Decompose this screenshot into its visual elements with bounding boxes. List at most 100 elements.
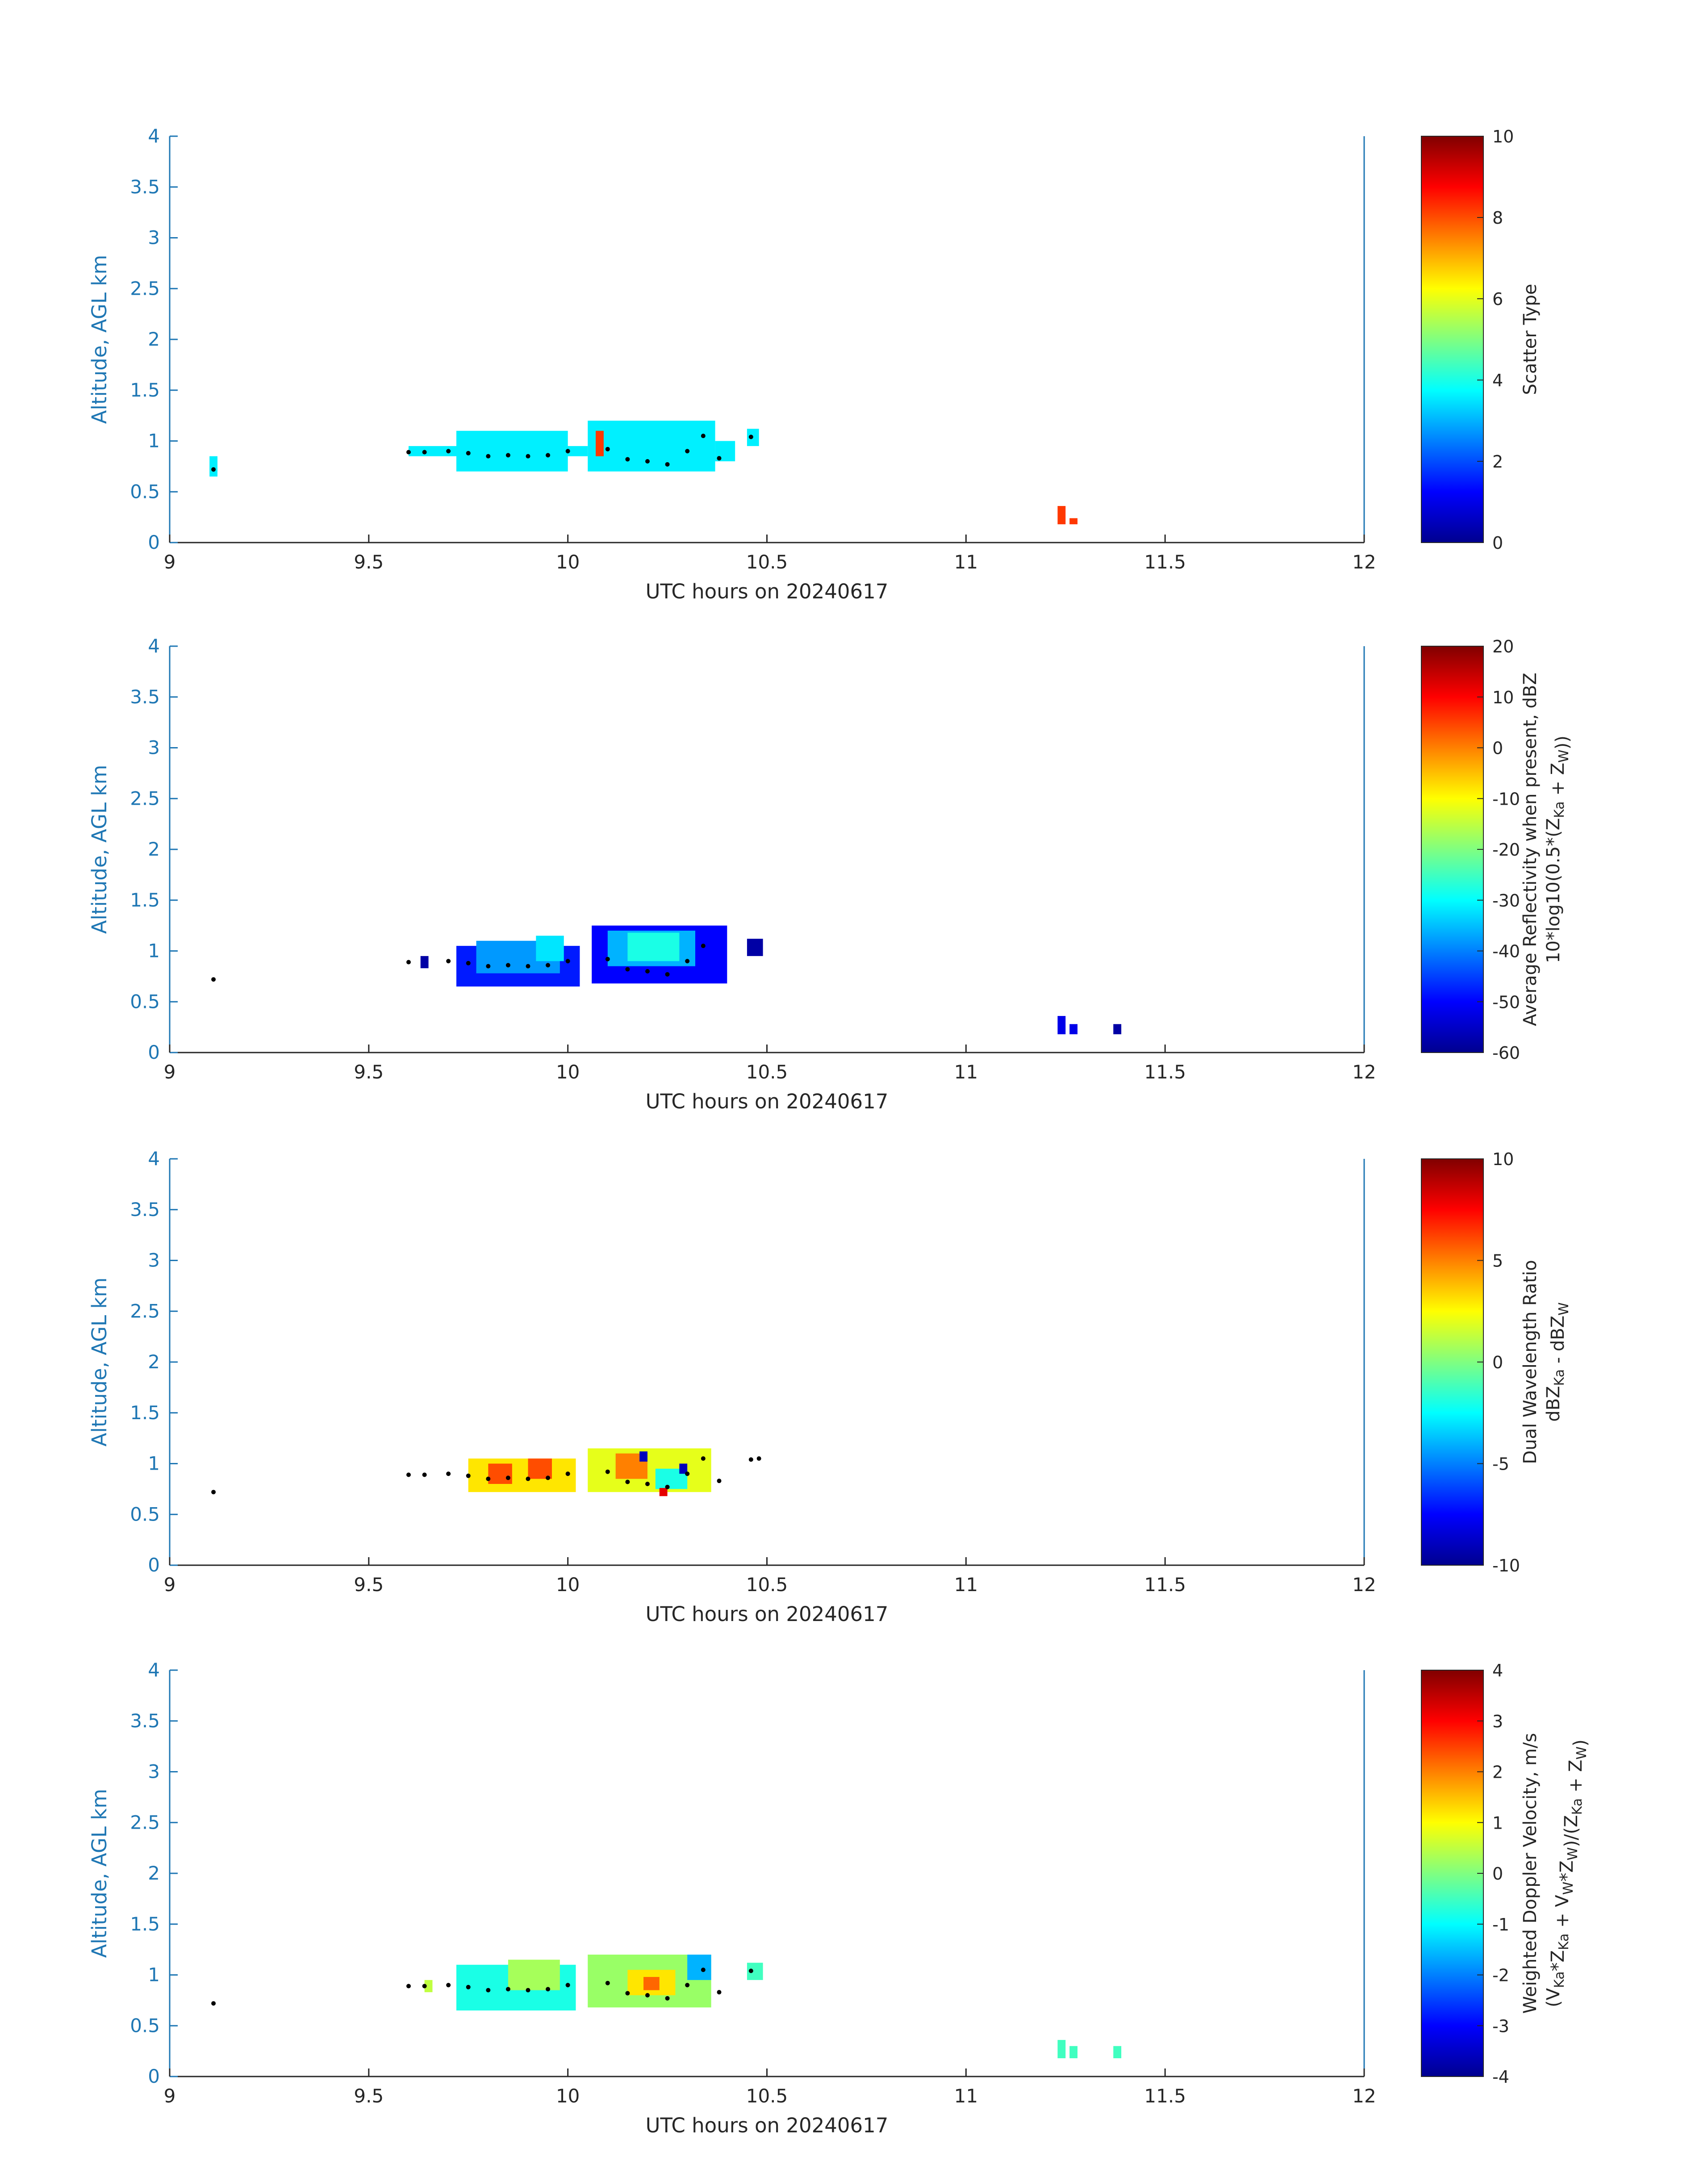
cloud-base-point xyxy=(486,1476,491,1481)
cloud-base-point xyxy=(406,1472,411,1477)
cloud-base-point xyxy=(446,1983,451,1988)
cloud-base-point xyxy=(211,977,216,982)
colorbar-tick-label: 2 xyxy=(1492,1763,1503,1782)
y-tick-label: 1.5 xyxy=(130,1402,160,1424)
cloud-base-point xyxy=(406,960,411,965)
cloud-base-point xyxy=(748,1968,753,1973)
heatmap-cell xyxy=(528,1458,552,1479)
x-tick-label: 11 xyxy=(954,1061,978,1083)
colorbar-label-line: Scatter Type xyxy=(1520,284,1541,395)
y-tick-label: 0 xyxy=(148,1554,160,1576)
cloud-base-point xyxy=(665,1484,670,1489)
cloud-base-point xyxy=(422,1984,427,1989)
cloud-base-point xyxy=(526,1988,530,1993)
colorbar-tick-label: -20 xyxy=(1492,840,1520,860)
colorbar-tick-label: 0 xyxy=(1492,533,1503,553)
colorbar-tick-label: -10 xyxy=(1492,789,1520,809)
y-tick-label: 2 xyxy=(148,1862,160,1884)
colorbar-label-line: (VKa*ZKa + VW*ZW)/(ZKa + ZW) xyxy=(1543,1739,1591,2007)
x-tick-label: 9 xyxy=(164,1061,176,1083)
cloud-base-point xyxy=(645,969,650,974)
y-tick-label: 0 xyxy=(148,531,160,553)
x-tick-label: 10 xyxy=(556,551,580,573)
heatmap-cell xyxy=(1069,2046,1077,2059)
y-tick-label: 3 xyxy=(148,227,160,249)
cloud-base-point xyxy=(685,959,690,964)
heatmap-cell xyxy=(456,430,568,472)
y-tick-label: 1 xyxy=(148,940,160,962)
cloud-base-point xyxy=(505,1475,510,1480)
colorbar-tick-label: -1 xyxy=(1492,1915,1509,1935)
colorbar-tick-label: 3 xyxy=(1492,1712,1503,1731)
cloud-base-point xyxy=(505,963,510,968)
heatmap-cell xyxy=(627,932,680,961)
y-tick-label: 3.5 xyxy=(130,176,160,198)
heatmap-cell xyxy=(424,1980,433,1993)
colorbar-tick-label: -10 xyxy=(1492,1556,1520,1575)
cloud-base-point xyxy=(605,1981,610,1985)
cloud-base-point xyxy=(625,457,630,462)
y-tick-label: 2.5 xyxy=(130,1300,160,1322)
heatmap-cell xyxy=(687,1955,711,1980)
y-tick-label: 0.5 xyxy=(130,1503,160,1525)
cloud-base-point xyxy=(546,1475,551,1480)
cloud-base-point xyxy=(605,447,610,451)
y-axis-label: Altitude, AGL km xyxy=(88,255,111,424)
colorbar-tick-label: 0 xyxy=(1492,739,1503,758)
colorbar-tick-label: 10 xyxy=(1492,688,1514,707)
y-tick-label: 2 xyxy=(148,838,160,860)
x-tick-label: 9.5 xyxy=(354,551,384,573)
cloud-base-point xyxy=(466,1473,471,1478)
cloud-base-point xyxy=(625,1479,630,1484)
cloud-base-point xyxy=(446,1471,451,1476)
y-tick-label: 3 xyxy=(148,737,160,759)
x-tick-label: 11 xyxy=(954,2085,978,2107)
y-tick-label: 4 xyxy=(148,1148,160,1170)
x-axis-label: UTC hours on 20240617 xyxy=(646,1602,889,1626)
colorbar xyxy=(1421,1158,1484,1566)
cloud-base-point xyxy=(605,957,610,961)
cloud-base-point xyxy=(645,1482,650,1486)
cloud-base-point xyxy=(565,1471,570,1476)
x-tick-label: 11.5 xyxy=(1144,1574,1186,1596)
colorbar-tick-label: 10 xyxy=(1492,1149,1514,1169)
y-tick-label: 1.5 xyxy=(130,1913,160,1935)
cloud-base-point xyxy=(565,449,570,454)
x-tick-label: 10 xyxy=(556,1574,580,1596)
heatmap-cell xyxy=(209,456,217,477)
cloud-base-point xyxy=(685,449,690,454)
heatmap-cell xyxy=(488,1463,512,1484)
colorbar-tick-label: 8 xyxy=(1492,208,1503,228)
cloud-base-point xyxy=(748,1457,753,1462)
cloud-base-point xyxy=(756,1456,761,1461)
cloud-base-point xyxy=(546,963,551,968)
cloud-base-point xyxy=(406,1984,411,1989)
y-tick-label: 3.5 xyxy=(130,1710,160,1732)
x-tick-label: 12 xyxy=(1352,2085,1376,2107)
x-tick-label: 11 xyxy=(954,551,978,573)
cloud-base-point xyxy=(685,1983,690,1988)
cloud-base-point xyxy=(665,1996,670,2001)
x-axis-label: UTC hours on 20240617 xyxy=(646,2114,889,2137)
y-tick-label: 2.5 xyxy=(130,1811,160,1833)
x-tick-label: 11.5 xyxy=(1144,1061,1186,1083)
colorbar-tick-label: 5 xyxy=(1492,1251,1503,1271)
cloud-base-point xyxy=(701,434,706,439)
y-tick-label: 4 xyxy=(148,1659,160,1681)
heatmap-cell xyxy=(659,1488,668,1496)
colorbar-tick-label: -2 xyxy=(1492,1966,1509,1985)
cloud-base-point xyxy=(211,467,216,472)
y-axis-label: Altitude, AGL km xyxy=(88,765,111,934)
cloud-base-point xyxy=(645,1993,650,1997)
x-tick-label: 10 xyxy=(556,1061,580,1083)
x-axis-label: UTC hours on 20240617 xyxy=(646,1090,889,1113)
colorbar-label-line: Average Reflectivity when present, dBZ xyxy=(1520,673,1541,1026)
cloud-base-point xyxy=(466,451,471,455)
heatmap-cell xyxy=(643,1977,660,1990)
cloud-base-point xyxy=(486,964,491,969)
heatmap-cell xyxy=(679,1463,688,1474)
cloud-base-point xyxy=(625,967,630,972)
y-tick-label: 2 xyxy=(148,328,160,350)
